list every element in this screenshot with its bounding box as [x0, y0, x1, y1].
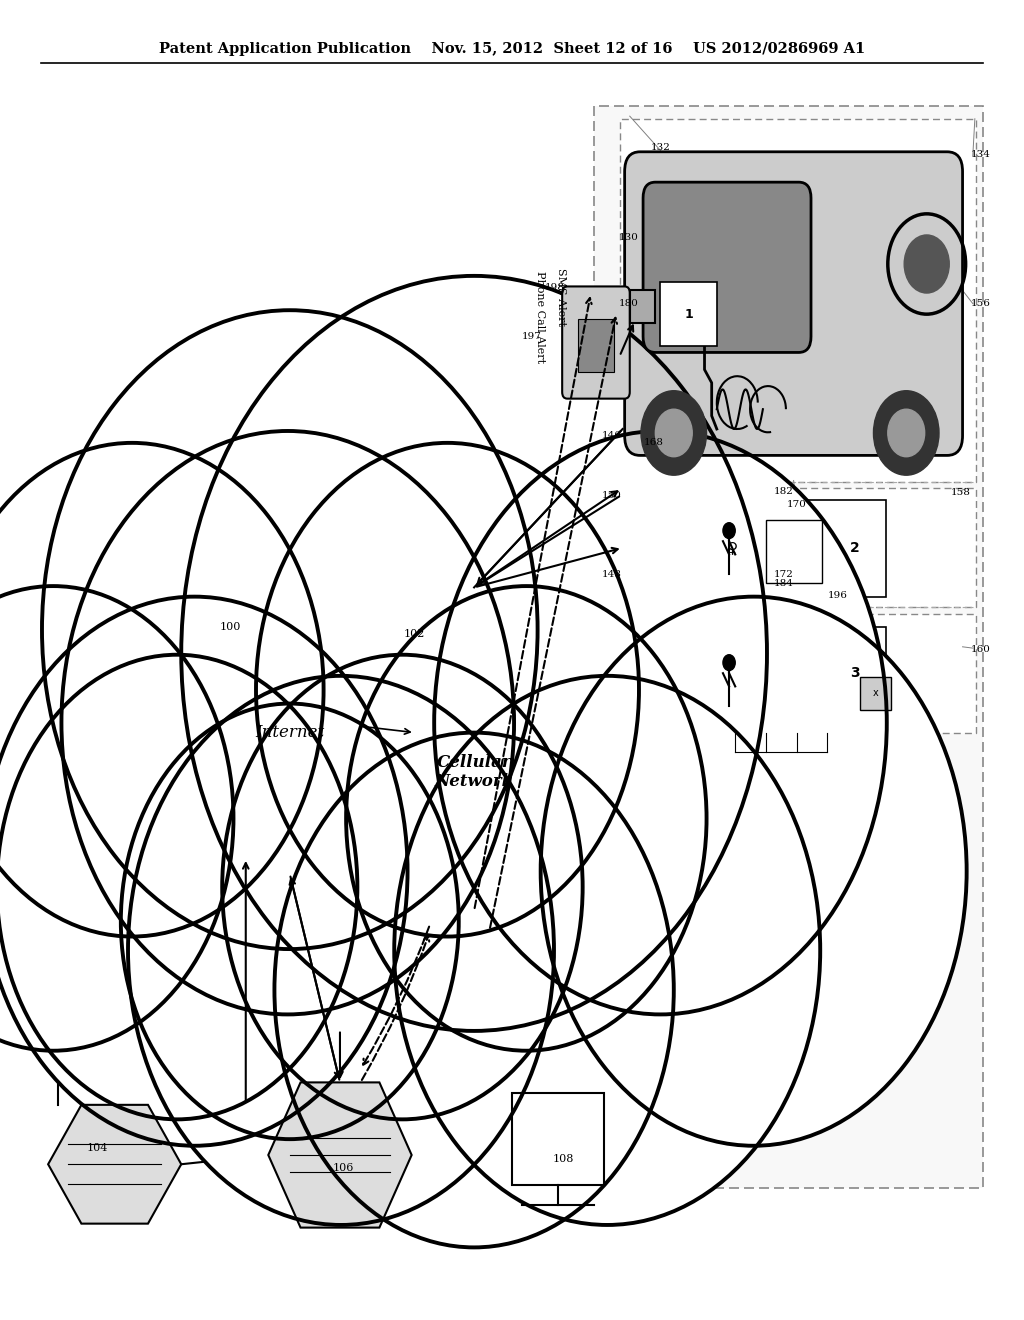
Text: 148: 148	[601, 570, 622, 578]
FancyBboxPatch shape	[712, 627, 886, 723]
Text: 134: 134	[971, 150, 991, 158]
Circle shape	[723, 523, 735, 539]
Circle shape	[394, 676, 820, 1225]
Text: Phone Call Alert: Phone Call Alert	[535, 271, 545, 363]
Circle shape	[42, 310, 538, 949]
Circle shape	[222, 655, 583, 1119]
FancyBboxPatch shape	[860, 677, 891, 710]
Text: 1: 1	[685, 308, 693, 321]
FancyBboxPatch shape	[620, 614, 976, 733]
Circle shape	[0, 586, 233, 1051]
FancyBboxPatch shape	[562, 286, 630, 399]
FancyBboxPatch shape	[712, 500, 886, 597]
Circle shape	[346, 586, 707, 1051]
FancyBboxPatch shape	[620, 119, 976, 482]
Text: 106: 106	[333, 1163, 353, 1173]
Polygon shape	[48, 1105, 181, 1224]
Text: SMS Alert: SMS Alert	[556, 268, 566, 326]
Text: Internet: Internet	[255, 725, 325, 741]
Circle shape	[541, 597, 967, 1146]
Text: 156: 156	[971, 300, 991, 308]
Text: 130: 130	[618, 234, 639, 242]
Text: 158: 158	[950, 488, 971, 496]
Text: 168: 168	[643, 438, 664, 446]
Text: 132: 132	[650, 144, 671, 152]
Text: 170: 170	[786, 500, 807, 508]
Text: 146: 146	[601, 432, 622, 440]
FancyBboxPatch shape	[512, 1093, 604, 1185]
Circle shape	[121, 704, 459, 1139]
Circle shape	[274, 733, 674, 1247]
Circle shape	[873, 391, 939, 475]
Text: ♀: ♀	[727, 540, 737, 556]
Circle shape	[256, 442, 639, 937]
Circle shape	[888, 409, 925, 457]
Circle shape	[904, 235, 949, 293]
Text: 198: 198	[545, 284, 565, 292]
FancyBboxPatch shape	[578, 319, 614, 372]
Circle shape	[181, 276, 767, 1031]
Text: 150: 150	[601, 491, 622, 499]
Text: x: x	[872, 688, 879, 698]
Text: Patent Application Publication    Nov. 15, 2012  Sheet 12 of 16    US 2012/02869: Patent Application Publication Nov. 15, …	[159, 42, 865, 57]
FancyBboxPatch shape	[643, 182, 811, 352]
Circle shape	[61, 430, 514, 1014]
Text: 197: 197	[521, 333, 542, 341]
Text: 102: 102	[404, 628, 425, 639]
Circle shape	[128, 676, 554, 1225]
Text: Cellular
Network: Cellular Network	[434, 754, 514, 791]
Text: 180: 180	[618, 300, 639, 308]
Text: 184: 184	[773, 579, 794, 587]
FancyBboxPatch shape	[630, 290, 655, 323]
Text: 100: 100	[220, 622, 241, 632]
Polygon shape	[268, 1082, 412, 1228]
Circle shape	[641, 391, 707, 475]
Text: 196: 196	[827, 591, 848, 599]
FancyBboxPatch shape	[625, 152, 963, 455]
Text: 108: 108	[553, 1154, 573, 1164]
FancyBboxPatch shape	[766, 520, 822, 583]
Text: 2: 2	[850, 541, 860, 554]
Circle shape	[0, 442, 324, 937]
Text: FIG. 11: FIG. 11	[255, 552, 329, 570]
FancyBboxPatch shape	[660, 282, 717, 346]
Text: 172: 172	[773, 570, 794, 578]
Circle shape	[655, 409, 692, 457]
Text: 182: 182	[773, 487, 794, 495]
Circle shape	[434, 430, 887, 1014]
Text: 160: 160	[971, 645, 991, 653]
Circle shape	[0, 597, 408, 1146]
Text: 104: 104	[87, 1143, 108, 1154]
Text: 3: 3	[850, 667, 860, 680]
Circle shape	[0, 655, 357, 1119]
FancyBboxPatch shape	[594, 106, 983, 1188]
Circle shape	[723, 655, 735, 671]
FancyBboxPatch shape	[620, 488, 976, 607]
